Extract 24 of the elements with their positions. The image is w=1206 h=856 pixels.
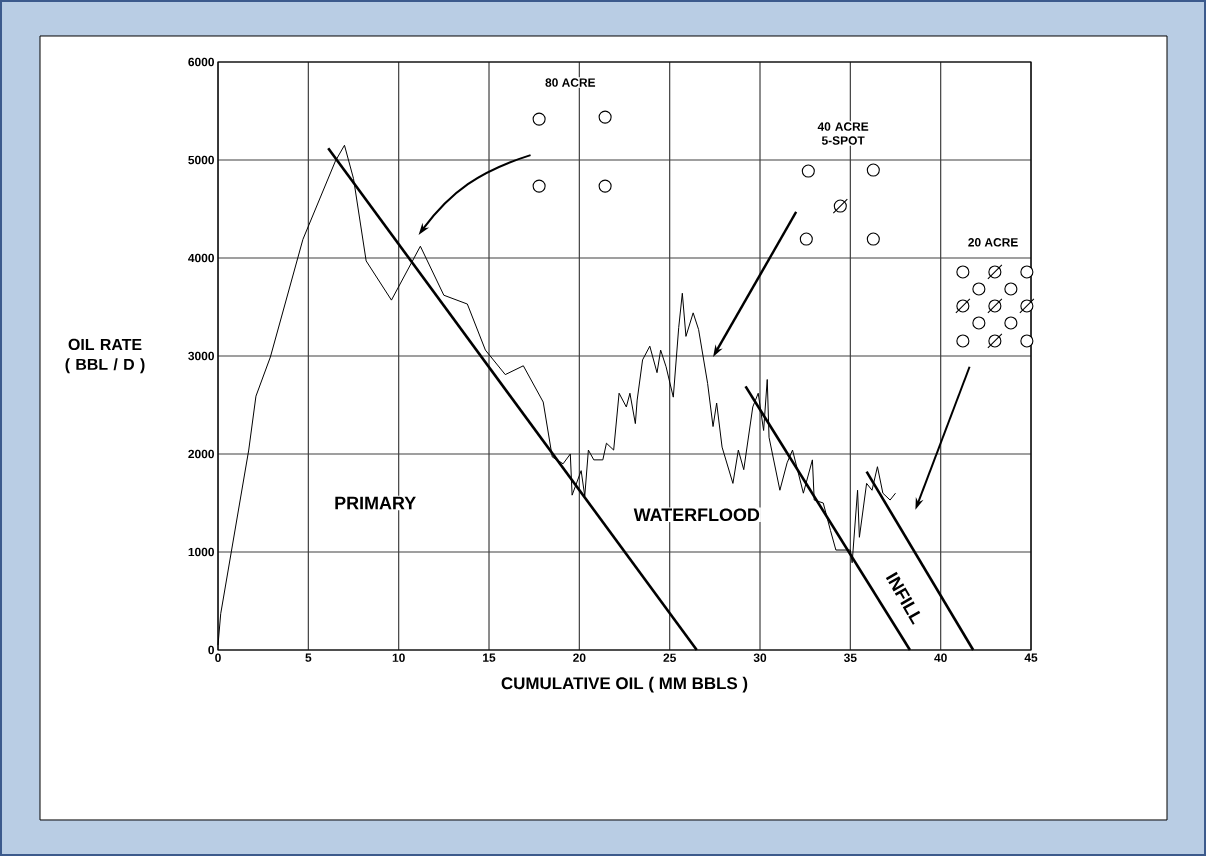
y-tick-label: 3000 <box>188 351 214 361</box>
annotation: PRIMARY <box>335 496 416 510</box>
y-tick-label: 0 <box>208 645 214 655</box>
y-tick-label: 2000 <box>188 449 214 459</box>
y-tick-label: 6000 <box>188 57 214 67</box>
annotation: 40 ACRE 5-SPOT <box>817 122 869 145</box>
y-axis-title: OIL RATE ( BBL / D ) <box>65 338 145 374</box>
y-tick-label: 5000 <box>188 155 214 165</box>
x-tick-label: 30 <box>753 653 767 662</box>
x-tick-label: 0 <box>215 653 221 662</box>
x-tick-label: 40 <box>934 653 947 662</box>
annotation: 20 ACRE <box>968 238 1018 247</box>
y-tick-label: 1000 <box>188 547 214 557</box>
x-tick-label: 5 <box>305 653 312 662</box>
x-tick-label: 20 <box>573 653 586 662</box>
annotation: 80 ACRE <box>545 78 596 87</box>
y-tick-label: 4000 <box>188 253 214 263</box>
x-tick-label: 10 <box>392 653 405 662</box>
x-axis-title: CUMULATIVE OIL ( MM BBLS ) <box>501 676 748 693</box>
annotation: WATERFLOOD <box>633 508 760 522</box>
x-tick-label: 15 <box>483 653 496 662</box>
x-tick-label: 35 <box>843 653 857 662</box>
x-tick-label: 25 <box>663 653 676 662</box>
x-tick-label: 45 <box>1024 653 1038 662</box>
